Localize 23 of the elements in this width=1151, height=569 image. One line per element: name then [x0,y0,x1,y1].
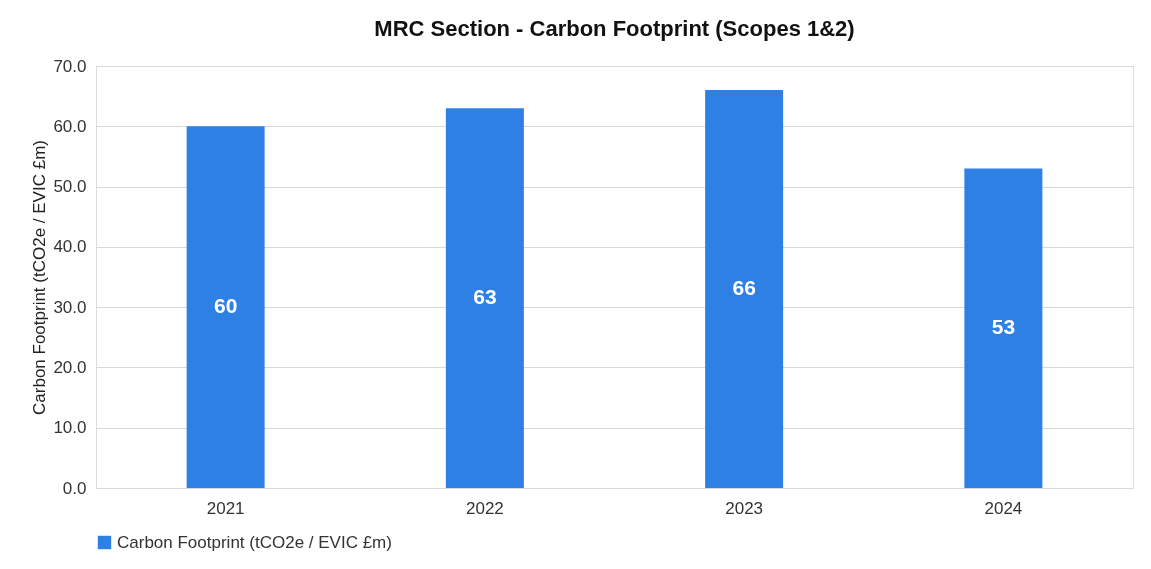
data-label: 66 [732,276,756,300]
y-tick-label: 0.0 [62,478,87,498]
bar [445,108,524,488]
bar [964,168,1043,488]
y-axis-title: Carbon Footprint (tCO2e / EVIC £m) [30,140,50,415]
x-tick-label: 2024 [984,498,1023,518]
chart-title: MRC Section - Carbon Footprint (Scopes 1&2) [374,16,855,41]
y-tick-label: 10.0 [53,418,87,438]
data-label: 53 [991,315,1016,339]
bar [186,126,265,488]
data-label: 63 [473,285,497,309]
x-tick-label: 2023 [725,498,764,518]
x-tick-label: 2021 [206,498,245,518]
y-tick-label: 40.0 [53,237,87,257]
x-tick-label: 2022 [465,498,504,518]
data-label: 60 [213,294,238,318]
y-tick-label: 30.0 [53,297,87,317]
legend-label: Carbon Footprint (tCO2e / EVIC £m) [117,532,392,552]
bar [705,90,784,488]
y-tick-label: 60.0 [53,116,87,136]
y-tick-label: 70.0 [53,56,87,76]
y-tick-label: 20.0 [53,357,87,377]
y-tick-label: 50.0 [53,177,87,197]
